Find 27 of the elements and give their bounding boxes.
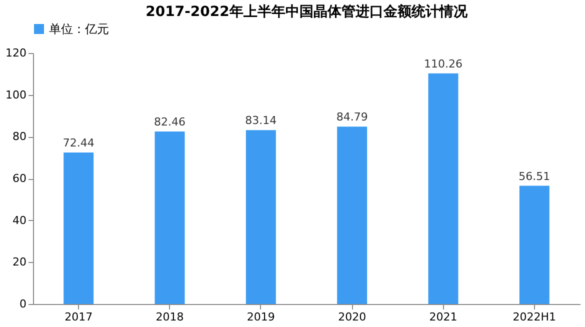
bar xyxy=(246,130,276,304)
data-label: 84.79 xyxy=(336,110,368,124)
bar xyxy=(337,126,368,304)
bar xyxy=(64,152,94,304)
y-tick-label: 80 xyxy=(12,130,26,144)
bar xyxy=(519,186,550,304)
x-tick-label: 2021 xyxy=(429,310,458,324)
data-label: 72.44 xyxy=(62,136,94,150)
x-tick-label: 2018 xyxy=(156,310,184,324)
data-label: 82.46 xyxy=(154,116,186,129)
y-tick-label: 0 xyxy=(20,298,26,310)
bar xyxy=(154,132,185,304)
y-tick-label: 120 xyxy=(6,46,26,60)
bar xyxy=(428,73,458,304)
y-tick-label: 20 xyxy=(12,256,26,269)
x-tick-label: 2019 xyxy=(246,310,275,324)
legend-label: 单位：亿元 xyxy=(49,22,109,36)
data-label: 56.51 xyxy=(518,170,550,183)
y-tick-label: 60 xyxy=(12,172,26,185)
data-label: 83.14 xyxy=(245,114,277,128)
x-tick-label: 2022H1 xyxy=(512,310,556,324)
x-tick-label: 2020 xyxy=(338,310,366,324)
chart-title: 2017-2022年上半年中国晶体管进口金额统计情况 xyxy=(146,3,468,20)
x-tick-label: 2017 xyxy=(64,310,93,324)
y-tick-label: 100 xyxy=(6,88,26,102)
data-label: 110.26 xyxy=(424,57,462,70)
y-tick-label: 40 xyxy=(12,214,26,227)
